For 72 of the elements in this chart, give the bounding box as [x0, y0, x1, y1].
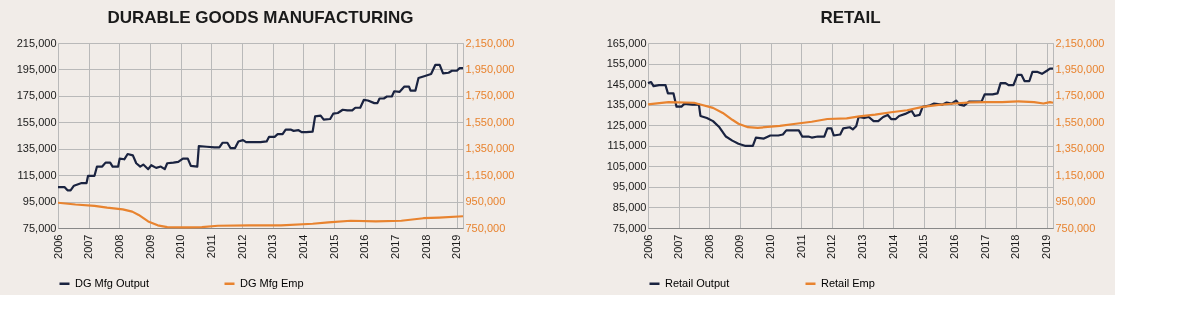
y2-tick-label: 1,950,000: [465, 62, 515, 75]
x-tick-label: 2013: [856, 234, 869, 259]
chart-title: DURABLE GOODS MANUFACTURING: [107, 8, 414, 27]
x-tick-label: 2014: [296, 234, 309, 259]
x-tick-label: 2015: [327, 234, 340, 259]
x-tick-label: 2014: [886, 234, 899, 259]
line-series: [56, 63, 465, 192]
y2-tick-label: 1,150,000: [465, 168, 515, 181]
y-tick-label: 155,000: [16, 115, 57, 128]
x-tick-label: 2007: [672, 234, 685, 259]
legend-label: DG Mfg Emp: [240, 276, 304, 289]
x-tick-label: 2016: [948, 234, 961, 259]
y-tick-label: 125,000: [606, 118, 647, 131]
x-tick-label: 2011: [204, 234, 217, 259]
y-tick-label: 145,000: [606, 77, 647, 90]
y2-tick-label: 950,000: [1055, 195, 1096, 208]
y2-tick-label: 1,150,000: [1055, 168, 1105, 181]
y2-tick-label: 1,550,000: [1055, 115, 1105, 128]
x-tick-label: 2016: [358, 234, 371, 259]
y-tick-label: 105,000: [606, 159, 647, 172]
x-tick-label: 2019: [450, 234, 463, 259]
y2-tick-label: 1,950,000: [1055, 62, 1105, 75]
x-tick-label: 2018: [419, 234, 432, 259]
legend-label: Retail Emp: [821, 276, 875, 289]
x-tick-label: 2013: [266, 234, 279, 259]
y2-tick-label: 750,000: [1055, 221, 1096, 234]
chart-title: RETAIL: [820, 8, 881, 27]
x-tick-label: 2011: [794, 234, 807, 259]
y-tick-label: 175,000: [16, 89, 57, 102]
x-tick-label: 2015: [917, 234, 930, 259]
line-series: [646, 100, 1055, 129]
x-tick-label: 2006: [51, 234, 64, 259]
y-tick-label: 115,000: [17, 168, 57, 181]
y-tick-label: 135,000: [606, 98, 647, 111]
legend-label: Retail Output: [665, 276, 730, 289]
line-series: [646, 67, 1055, 147]
y2-tick-label: 1,350,000: [1055, 142, 1105, 155]
x-tick-label: 2017: [978, 234, 991, 259]
x-tick-label: 2012: [825, 234, 838, 259]
y2-tick-label: 1,750,000: [1055, 89, 1105, 102]
y-tick-label: 95,000: [22, 195, 57, 208]
y-tick-label: 215,000: [16, 36, 57, 49]
y-tick-label: 115,000: [607, 139, 647, 152]
y2-tick-label: 1,550,000: [465, 115, 515, 128]
legend-label: DG Mfg Output: [75, 276, 149, 289]
y2-tick-label: 950,000: [465, 195, 506, 208]
x-tick-label: 2008: [112, 234, 125, 259]
y-tick-label: 95,000: [612, 180, 647, 193]
y-tick-label: 195,000: [16, 62, 57, 75]
y-tick-label: 165,000: [606, 36, 647, 49]
y2-tick-label: 2,150,000: [465, 36, 515, 49]
y2-tick-label: 1,750,000: [465, 89, 515, 102]
x-tick-label: 2012: [235, 234, 248, 259]
x-tick-label: 2008: [702, 234, 715, 259]
x-tick-label: 2007: [82, 234, 95, 259]
x-tick-label: 2009: [143, 234, 156, 259]
y-tick-label: 75,000: [22, 221, 57, 234]
x-tick-label: 2010: [174, 234, 187, 259]
x-tick-label: 2019: [1040, 234, 1053, 259]
y2-tick-label: 1,350,000: [465, 142, 515, 155]
x-tick-label: 2006: [641, 234, 654, 259]
line-series: [56, 201, 465, 229]
y2-tick-label: 2,150,000: [1055, 36, 1105, 49]
y-tick-label: 135,000: [16, 142, 57, 155]
x-tick-label: 2010: [764, 234, 777, 259]
x-tick-label: 2009: [733, 234, 746, 259]
y-tick-label: 85,000: [612, 200, 647, 213]
y-tick-label: 75,000: [612, 221, 647, 234]
y2-tick-label: 750,000: [465, 221, 506, 234]
y-tick-label: 155,000: [606, 57, 647, 70]
x-tick-label: 2018: [1009, 234, 1022, 259]
x-tick-label: 2017: [389, 234, 401, 259]
